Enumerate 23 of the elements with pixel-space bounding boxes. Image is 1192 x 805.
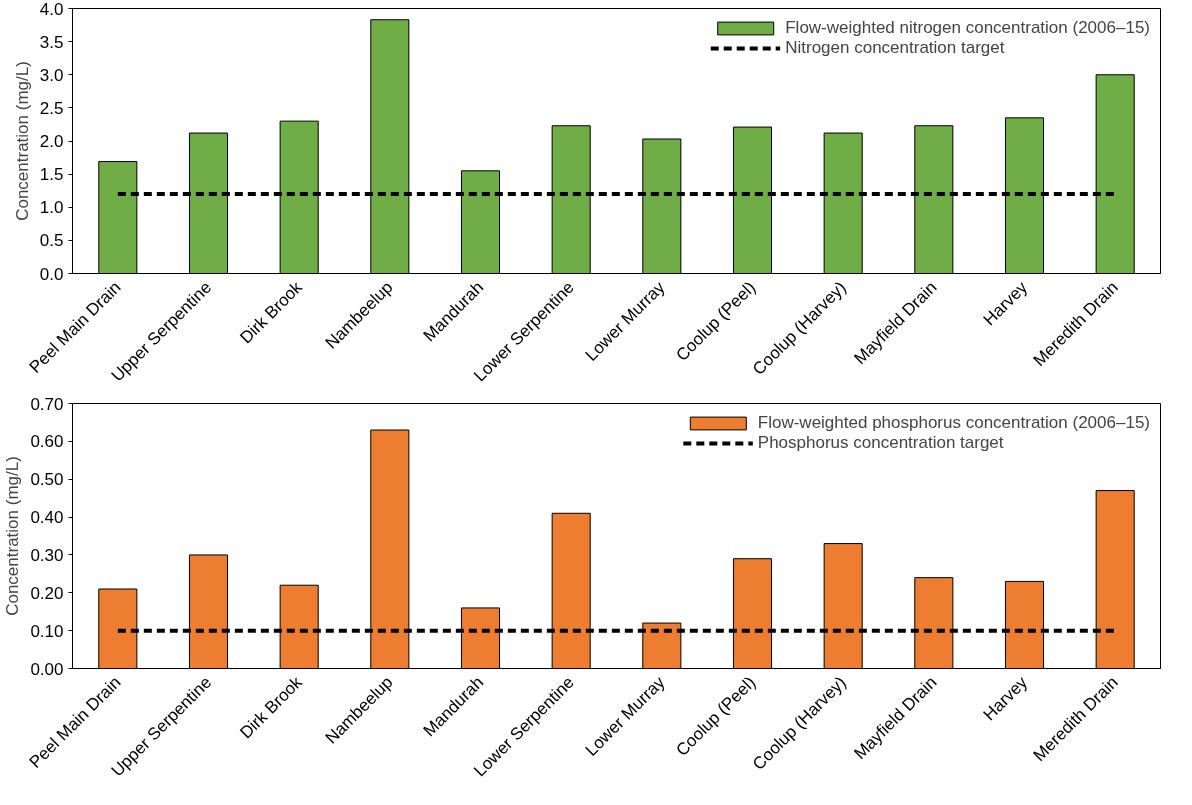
y-tick-label: 0.50 (30, 470, 64, 490)
y-tick-label: 3.0 (39, 65, 64, 85)
y-tick-label: 2.5 (39, 98, 64, 118)
legend-label: Flow-weighted nitrogen concentration (2006–15) (785, 18, 1150, 38)
y-tick-label: 2.0 (39, 132, 64, 151)
y-tick-label: 4.0 (39, 0, 64, 19)
y-tick-label: 0.70 (30, 394, 64, 414)
y-tick-label: 0.0 (39, 264, 64, 284)
y-tick-label: 0.5 (39, 231, 64, 251)
y-tick-label: 0.00 (30, 659, 64, 679)
y-tick-label: 1.5 (39, 165, 64, 185)
legend-label: Flow-weighted phosphorus concentration (2006–15) (757, 413, 1150, 433)
y-tick-label: 1.0 (39, 198, 64, 218)
legend-label: Nitrogen concentration target (785, 38, 1005, 58)
y-tick-label: 0.40 (30, 508, 64, 528)
y-tick-label: 0.30 (30, 545, 64, 565)
y-axis-title: Concentration (mg/L) (3, 456, 23, 616)
y-tick-label: 0.60 (30, 432, 64, 452)
y-axis-title: Concentration (mg/L) (12, 61, 32, 221)
y-tick-label: 0.10 (30, 621, 64, 641)
y-tick-label: 3.5 (39, 32, 64, 52)
y-tick-label: 0.20 (30, 583, 64, 603)
legend-label: Phosphorus concentration target (757, 433, 1004, 453)
